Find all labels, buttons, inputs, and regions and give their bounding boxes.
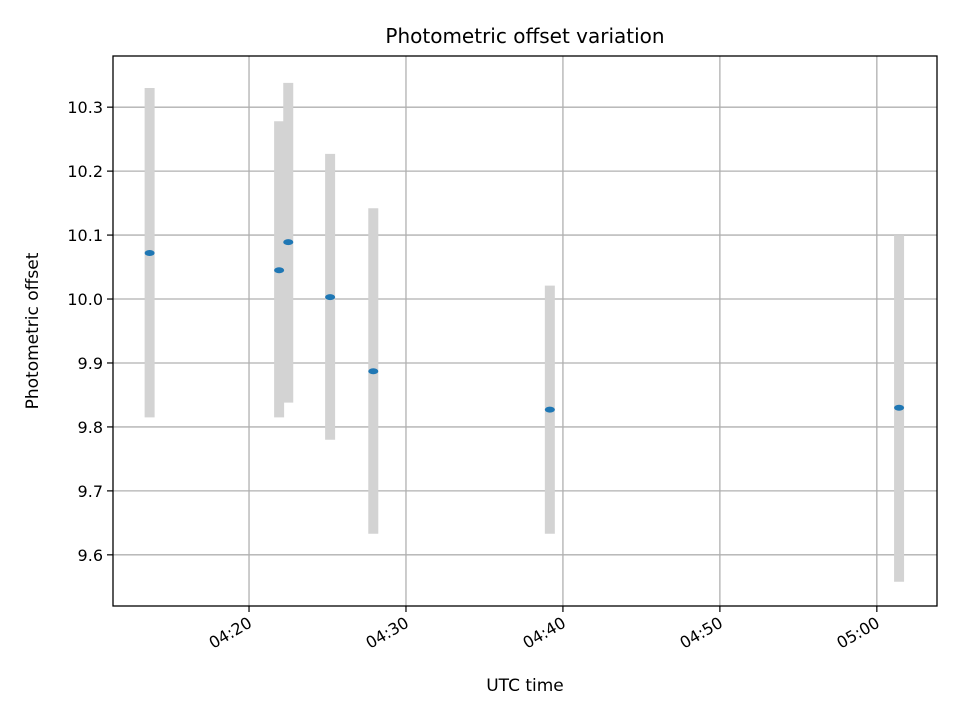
grid: [113, 56, 937, 606]
plot-frame: [112, 55, 938, 607]
x-axis-ticks: 04:20 04:30 04:40 04:50 05:00: [206, 606, 883, 653]
data-point: [274, 267, 285, 274]
data-point: [894, 404, 905, 411]
data-point: [544, 406, 555, 413]
y-axis-label: Photometric offset: [23, 252, 43, 409]
y-tick-label: 10.0: [67, 290, 103, 309]
y-tick-label: 9.7: [78, 482, 103, 501]
data-point: [368, 368, 379, 375]
x-tick-label: 05:00: [833, 613, 882, 653]
y-axis-ticks: 9.6 9.7 9.8 9.9 10.0 10.1 10.2 10.3: [67, 98, 113, 565]
data-point: [325, 294, 336, 301]
x-tick-label: 04:20: [206, 613, 255, 653]
chart-title: Photometric offset variation: [385, 24, 664, 48]
x-tick-label: 04:50: [676, 613, 725, 653]
data-point: [144, 249, 155, 256]
y-tick-label: 9.9: [78, 354, 103, 373]
y-tick-label: 10.3: [67, 98, 103, 117]
x-axis-label: UTC time: [486, 676, 564, 696]
y-tick-label: 9.8: [78, 418, 103, 437]
error-bars: [144, 82, 905, 582]
data-points: [144, 239, 905, 413]
x-tick-label: 04:40: [519, 613, 568, 653]
data-point: [283, 239, 294, 246]
x-tick-label: 04:30: [363, 613, 412, 653]
y-tick-label: 9.6: [78, 546, 103, 565]
y-tick-label: 10.1: [67, 226, 103, 245]
y-tick-label: 10.2: [67, 162, 103, 181]
